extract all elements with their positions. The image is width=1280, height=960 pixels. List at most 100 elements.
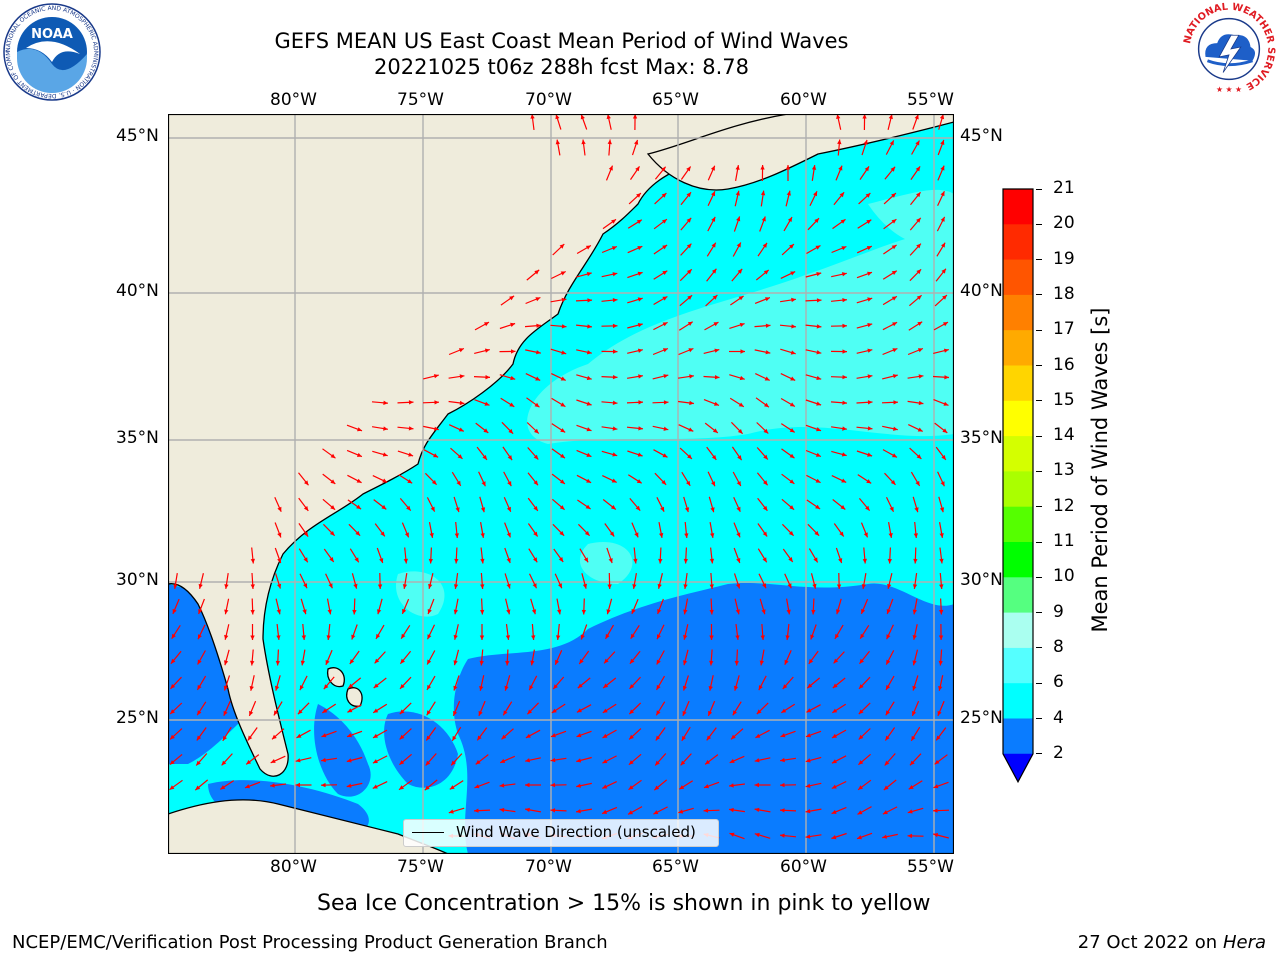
wind-wave-arrowhead — [765, 297, 770, 302]
wind-wave-arrowhead — [506, 506, 511, 512]
wind-wave-arrowhead — [580, 634, 585, 640]
wind-wave-arrowhead — [295, 758, 301, 763]
wind-wave-arrowhead — [763, 480, 768, 486]
wind-wave-arrowhead — [807, 683, 813, 689]
wind-wave-arrowhead — [832, 708, 838, 713]
wind-wave-arrowhead — [299, 685, 304, 691]
wind-wave-arrowhead — [890, 166, 896, 172]
wind-wave-arrowhead — [662, 322, 668, 327]
colorbar-tick-label: 12 — [1053, 495, 1075, 516]
wind-wave-arrowhead — [684, 533, 689, 538]
wind-wave-arrowhead — [940, 140, 945, 145]
wind-wave-arrowhead — [780, 833, 785, 838]
wind-wave-arrowhead — [555, 659, 560, 665]
wind-wave-arrowhead — [781, 708, 787, 713]
wind-wave-arrowhead — [735, 635, 740, 640]
wind-wave-arrowhead — [867, 297, 873, 302]
wind-wave-arrowhead — [551, 733, 556, 738]
wind-wave-arrowhead — [505, 660, 510, 666]
wind-wave-arrowhead — [499, 783, 505, 788]
wind-wave-arrowhead — [708, 710, 713, 716]
wind-wave-arrowhead — [536, 350, 541, 355]
wind-wave-arrowhead — [629, 684, 635, 689]
wind-wave-arrowhead — [250, 635, 255, 640]
wind-wave-arrowhead — [452, 735, 457, 741]
wind-wave-arrowhead — [780, 757, 785, 763]
wind-wave-arrowhead — [533, 480, 538, 486]
wind-wave-arrowhead — [861, 584, 866, 589]
wind-wave-arrowhead — [836, 584, 842, 589]
wind-wave-arrowhead — [426, 735, 431, 741]
wind-wave-arrowhead — [330, 505, 336, 510]
wind-wave-arrowhead — [559, 531, 565, 536]
wind-wave-arrowhead — [886, 685, 891, 690]
wind-wave-arrowhead — [172, 608, 177, 614]
wind-wave-arrowhead — [427, 659, 432, 665]
wind-wave-arrowhead — [863, 139, 868, 145]
wind-wave-arrowhead — [635, 505, 641, 511]
wind-wave-arrowhead — [780, 733, 786, 738]
wind-wave-arrowhead — [482, 455, 487, 460]
colorbar-tick-label: 18 — [1053, 283, 1075, 304]
wind-wave-arrowhead — [275, 660, 280, 666]
wind-wave-arrowhead — [832, 733, 837, 738]
wind-wave-arrowhead — [611, 478, 617, 483]
wind-wave-arrowhead — [277, 506, 282, 512]
wind-wave-arrowhead — [911, 735, 916, 741]
wind-wave-arrowhead — [786, 609, 791, 615]
wind-wave-arrowhead — [195, 785, 201, 791]
wind-wave-arrowhead — [223, 710, 228, 716]
wind-wave-arrowhead — [916, 295, 922, 300]
wind-wave-arrowhead — [912, 685, 917, 691]
colorbar-segment — [1003, 647, 1033, 684]
wind-wave-arrowhead — [705, 759, 710, 765]
wind-wave-arrowhead — [484, 348, 490, 353]
wind-wave-arrowhead — [760, 635, 765, 640]
wind-wave-arrowhead — [940, 191, 945, 197]
wind-wave-arrowhead — [816, 350, 822, 355]
wind-wave-arrowhead — [763, 270, 769, 275]
wind-wave-arrowhead — [220, 785, 226, 790]
lon-label-top-75w: 75°W — [397, 90, 444, 110]
wind-wave-arrowhead — [890, 480, 896, 485]
wind-wave-arrowhead — [739, 375, 745, 381]
wind-wave-arrowhead — [277, 532, 282, 538]
wind-wave-arrowhead — [917, 348, 923, 353]
wind-wave-arrowhead — [511, 349, 516, 354]
wind-wave-arrowhead — [270, 759, 276, 763]
wind-wave-arrowhead — [586, 427, 592, 432]
wind-wave-arrowhead — [638, 426, 643, 431]
wind-wave-arrowhead — [531, 609, 537, 615]
wind-wave-arrowhead — [711, 191, 715, 197]
wind-wave-arrowhead — [610, 505, 616, 510]
wind-wave-arrowhead — [509, 295, 515, 301]
wind-wave-arrowhead — [612, 272, 618, 277]
colorbar-segment — [1003, 542, 1033, 578]
wind-wave-arrowhead — [912, 635, 917, 640]
wind-wave-arrowhead — [612, 298, 618, 303]
wind-wave-arrowhead — [686, 480, 691, 486]
wind-wave-arrowhead — [197, 684, 202, 690]
wind-wave-arrowhead — [839, 192, 845, 198]
colorbar-tick-label: 13 — [1053, 460, 1075, 481]
wind-wave-arrowhead — [348, 683, 354, 689]
wind-wave-arrowhead — [585, 245, 591, 250]
wind-wave-arrowhead — [249, 686, 254, 691]
wind-wave-arrowhead — [703, 808, 709, 813]
wind-wave-arrowhead — [764, 376, 770, 381]
wind-wave-arrowhead — [941, 455, 946, 460]
wind-wave-arrowhead — [714, 348, 720, 353]
wind-wave-arrowhead — [813, 557, 818, 563]
wind-wave-arrowhead — [449, 785, 455, 790]
wind-wave-arrowhead — [816, 375, 822, 380]
wind-wave-arrowhead — [633, 558, 638, 564]
wind-wave-arrowhead — [709, 660, 714, 666]
wind-wave-arrowhead — [788, 531, 794, 536]
wind-wave-arrowhead — [937, 710, 942, 716]
wind-wave-arrowhead — [456, 480, 461, 486]
wind-wave-arrowhead — [550, 757, 556, 763]
wind-wave-arrowhead — [867, 452, 873, 457]
wind-wave-arrowhead — [458, 348, 464, 353]
wind-wave-arrowhead — [346, 783, 352, 788]
wind-wave-arrowhead — [634, 139, 639, 145]
